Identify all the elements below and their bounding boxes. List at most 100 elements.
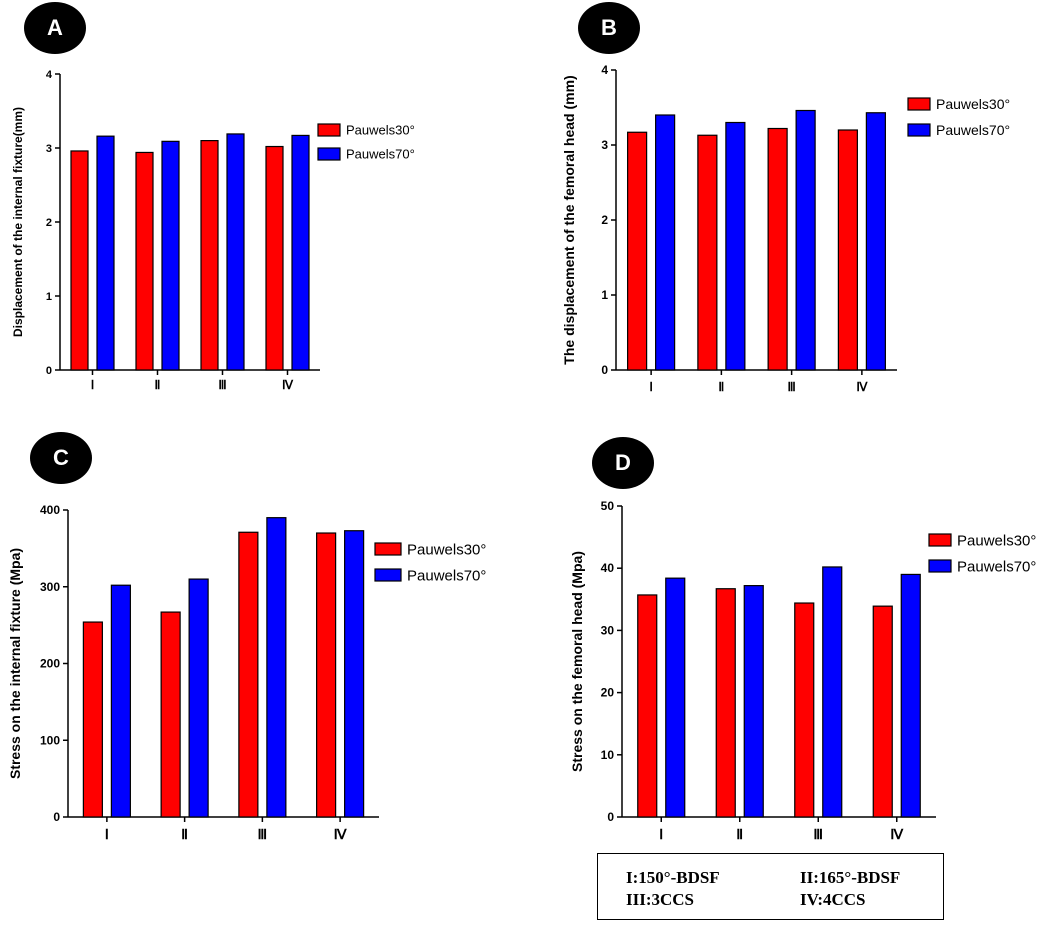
panel-badge-c: C: [30, 432, 92, 484]
bar-pauwels30-2: [160, 611, 181, 818]
bar-pauwels70-3: [795, 109, 816, 371]
legend-swatch-pauwels70: [928, 559, 952, 573]
x-tick-label-2: Ⅲ: [258, 828, 268, 843]
y-tick-label-4: 4: [46, 69, 53, 81]
y-tick-label-1: 10: [601, 748, 615, 762]
y-tick-label-0: 0: [46, 365, 52, 377]
y-tick-label-0: 0: [607, 810, 614, 824]
bar-pauwels30-3: [767, 127, 788, 371]
x-tick-label-3: Ⅳ: [334, 828, 348, 843]
y-tick-label-2: 2: [46, 217, 52, 229]
key-item-4: IV:4CCS: [800, 890, 866, 909]
bar-pauwels70-4: [291, 134, 310, 371]
bar-pauwels70-4: [344, 530, 365, 818]
key-item-1: I:150°-BDSF: [626, 868, 720, 887]
legend-swatch-pauwels30: [907, 97, 931, 111]
bar-pauwels30-2: [697, 134, 718, 371]
legend-swatch-pauwels30: [317, 123, 341, 137]
y-tick-label-1: 1: [601, 288, 608, 302]
x-tick-label-2: Ⅲ: [218, 378, 226, 392]
y-tick-label-3: 3: [601, 138, 608, 152]
y-tick-label-2: 200: [40, 657, 60, 671]
key-item-2: II:165°-BDSF: [800, 868, 901, 887]
x-tick-label-0: Ⅰ: [659, 828, 663, 843]
x-tick-label-0: Ⅰ: [649, 380, 653, 394]
legend-label-pauwels30: Pauwels30°: [407, 541, 486, 558]
x-tick-label-1: Ⅱ: [155, 378, 161, 392]
y-tick-label-3: 3: [46, 143, 52, 155]
legend-swatch-pauwels70: [907, 123, 931, 137]
bar-pauwels30-1: [637, 594, 658, 818]
y-tick-label-0: 0: [601, 363, 608, 377]
bar-pauwels30-3: [200, 140, 219, 371]
legend-label-pauwels30: Pauwels30°: [957, 532, 1036, 549]
bar-pauwels70-2: [188, 578, 209, 818]
panel-badge-a: A: [24, 2, 86, 54]
x-tick-label-1: Ⅱ: [718, 380, 724, 394]
bar-pauwels30-1: [82, 621, 103, 818]
y-tick-label-2: 2: [601, 213, 608, 227]
bar-pauwels70-1: [665, 577, 686, 818]
bar-pauwels30-2: [715, 588, 736, 818]
bar-pauwels70-3: [822, 566, 843, 818]
bar-pauwels70-2: [161, 140, 180, 371]
key-item-3: III:3CCS: [626, 890, 695, 909]
legend-label-pauwels70: Pauwels70°: [936, 122, 1010, 138]
bar-pauwels70-3: [226, 133, 245, 371]
legend-swatch-pauwels70: [374, 568, 402, 582]
x-tick-label-2: Ⅲ: [787, 380, 795, 394]
legend-swatch-pauwels30: [374, 542, 402, 556]
bar-pauwels70-2: [725, 121, 746, 371]
bar-pauwels30-2: [135, 151, 154, 371]
panel-badge-d: D: [592, 437, 654, 489]
bar-pauwels30-4: [316, 532, 337, 818]
chart-d: 0 10 20 30 40 50 Stress on the femoral head (M…: [569, 499, 1036, 843]
x-tick-label-1: Ⅱ: [181, 828, 188, 843]
y-tick-label-1: 100: [40, 733, 60, 747]
legend-label-pauwels70: Pauwels70°: [346, 147, 415, 162]
bar-pauwels70-2: [743, 585, 764, 818]
y-tick-label-2: 20: [601, 686, 615, 700]
bar-pauwels70-1: [96, 135, 115, 371]
chart-b: 0 1 2 3 4 The displacement of the femoral hea…: [561, 63, 1010, 394]
y-axis-label: Displacement of the internal fixture(mm): [11, 107, 25, 337]
legend-label-pauwels70: Pauwels70°: [957, 558, 1036, 575]
bar-pauwels30-4: [837, 129, 858, 371]
bar-pauwels30-4: [265, 145, 284, 371]
chart-c: 0 100 200 300 400 Stress on the internal fixt…: [7, 503, 486, 843]
legend-swatch-pauwels30: [928, 533, 952, 547]
legend-swatch-pauwels70: [317, 147, 341, 161]
y-axis-label: Stress on the internal fixture (Mpa): [7, 548, 23, 779]
bar-pauwels30-1: [627, 131, 648, 371]
bar-pauwels30-4: [872, 605, 893, 818]
y-tick-label-4: 40: [601, 561, 615, 575]
bar-pauwels70-4: [900, 573, 921, 818]
y-tick-label-0: 0: [53, 810, 60, 824]
x-tick-label-3: Ⅳ: [856, 380, 868, 394]
bar-pauwels30-3: [238, 531, 259, 818]
y-tick-label-1: 1: [46, 291, 52, 303]
y-axis-label: Stress on the femoral head (Mpa): [569, 551, 585, 772]
bar-pauwels70-1: [110, 584, 131, 818]
x-tick-label-1: Ⅱ: [736, 828, 743, 843]
x-tick-label-0: Ⅰ: [91, 378, 95, 392]
y-tick-label-3: 300: [40, 580, 60, 594]
category-key: I:150°-BDSF II:165°-BDSF III:3CCS IV:4CC…: [597, 853, 944, 920]
x-tick-label-0: Ⅰ: [105, 828, 109, 843]
bar-pauwels30-1: [70, 150, 89, 371]
x-tick-label-3: Ⅳ: [890, 828, 904, 843]
y-tick-label-5: 50: [601, 499, 615, 513]
y-tick-label-3: 30: [601, 623, 615, 637]
chart-a: 0 1 2 3 4 Displacement of the internal fixtur…: [11, 69, 415, 392]
y-tick-label-4: 4: [601, 63, 608, 77]
legend-label-pauwels30: Pauwels30°: [346, 123, 415, 138]
x-tick-label-2: Ⅲ: [813, 828, 823, 843]
y-axis-label: The displacement of the femoral head (mm…: [561, 75, 577, 364]
legend-label-pauwels70: Pauwels70°: [407, 567, 486, 584]
bar-pauwels70-4: [865, 112, 886, 371]
y-tick-label-4: 400: [40, 503, 60, 517]
bar-pauwels70-3: [266, 517, 287, 818]
bar-pauwels70-1: [655, 114, 676, 371]
bar-pauwels30-3: [794, 602, 815, 818]
legend-label-pauwels30: Pauwels30°: [936, 96, 1010, 112]
